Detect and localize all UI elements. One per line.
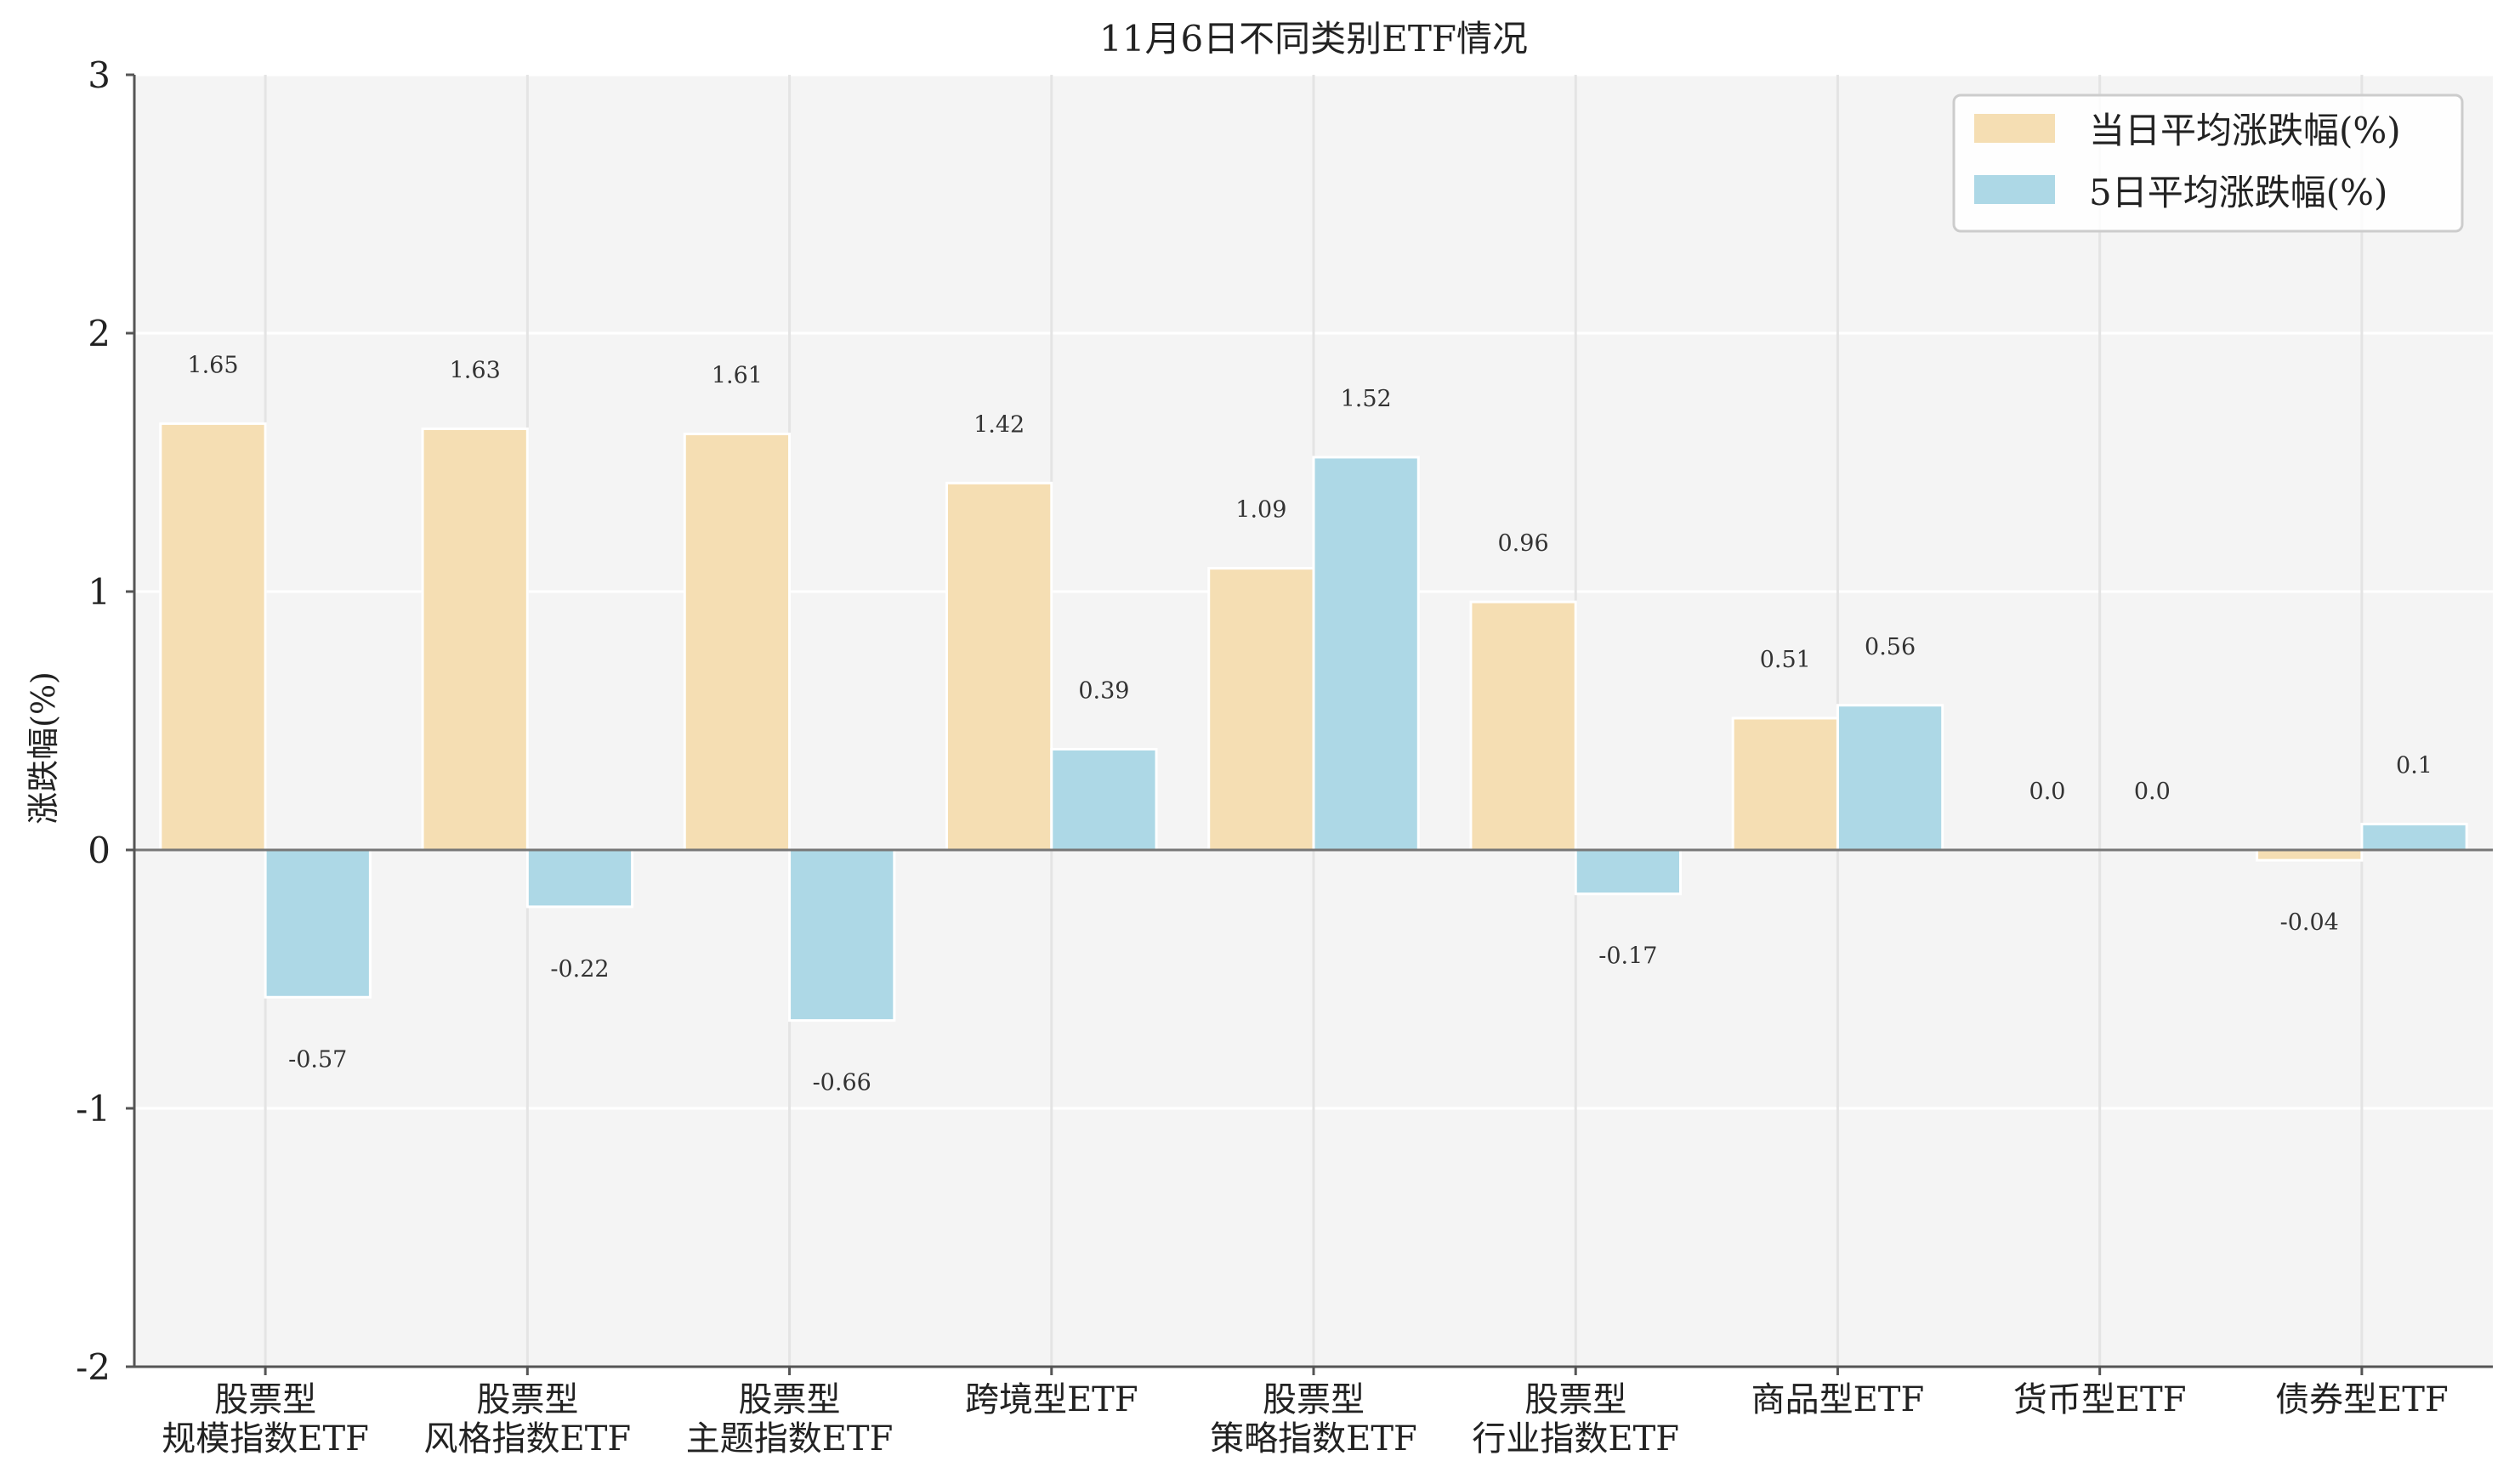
y-axis-label: 涨跌幅(%) (25, 671, 62, 824)
bar-5day-1 (525, 848, 634, 909)
bar-5day-4 (1312, 456, 1420, 852)
bar-5day-6 (1836, 704, 1944, 852)
x-tick-label: 主题指数ETF (686, 1419, 894, 1459)
legend-swatch-daily (1974, 114, 2055, 143)
data-label-5day-6: 0.56 (1865, 634, 1916, 660)
y-tick-label: 3 (88, 54, 111, 96)
x-tick-label: 规模指数ETF (162, 1419, 369, 1459)
bar-daily-1 (421, 427, 529, 852)
x-tick-label: 风格指数ETF (424, 1419, 632, 1459)
bar-5day-8 (2360, 823, 2468, 852)
data-label-5day-7: 0.0 (2134, 779, 2171, 805)
y-tick-label: 2 (88, 313, 111, 354)
bar-daily-3 (945, 481, 1053, 852)
x-tick-label: 股票型 (214, 1380, 316, 1419)
x-tick-label: 股票型 (1263, 1380, 1365, 1419)
y-tick-label: 0 (88, 830, 111, 871)
data-label-daily-5: 0.96 (1498, 530, 1549, 557)
data-label-daily-1: 1.63 (450, 357, 501, 383)
data-label-5day-2: -0.66 (813, 1070, 871, 1096)
x-tick-label: 股票型 (476, 1380, 578, 1419)
bar-daily-4 (1207, 567, 1315, 852)
data-label-5day-5: -0.17 (1598, 943, 1657, 970)
data-label-daily-4: 1.09 (1235, 497, 1286, 524)
bar-daily-6 (1731, 717, 1839, 852)
x-tick-label: 股票型 (1524, 1380, 1626, 1419)
bars (159, 422, 2468, 1022)
data-label-daily-2: 1.61 (712, 363, 763, 389)
y-tick-label: -1 (76, 1088, 111, 1130)
y-tick-label: 1 (88, 571, 111, 613)
data-label-daily-8: -0.04 (2280, 909, 2339, 936)
bar-daily-2 (683, 433, 792, 852)
bar-5day-5 (1574, 848, 1683, 896)
data-label-daily-3: 1.42 (974, 411, 1025, 438)
x-tick-label: 商品型ETF (1751, 1380, 1925, 1419)
bar-daily-8 (2256, 848, 2364, 862)
y-tick-label: -2 (76, 1346, 111, 1388)
x-tick-label: 货币型ETF (2013, 1380, 2187, 1419)
data-label-5day-3: 0.39 (1078, 677, 1129, 704)
x-tick-label: 行业指数ETF (1472, 1419, 1679, 1459)
data-label-daily-6: 0.51 (1760, 647, 1811, 673)
data-label-5day-1: -0.22 (550, 956, 609, 983)
bar-daily-5 (1469, 600, 1577, 852)
data-label-5day-4: 1.52 (1341, 386, 1392, 412)
data-labels: 1.65 1.63 1.61 1.42 1.09 0.96 0.51 0.0 -0.04 -0.5… (187, 352, 2432, 1096)
x-tick-label: 股票型 (739, 1380, 841, 1419)
data-label-daily-0: 1.65 (187, 352, 238, 378)
legend: 当日平均涨跌幅(%) 5日平均涨跌幅(%) (1952, 93, 2464, 233)
legend-swatch-5day (1974, 175, 2055, 204)
data-label-5day-8: 0.1 (2396, 753, 2432, 779)
legend-label-daily: 当日平均涨跌幅(%) (2089, 110, 2401, 151)
data-label-5day-0: -0.57 (288, 1046, 347, 1073)
chart-title: 11月6日不同类别ETF情况 (1099, 18, 1528, 59)
y-ticks: 3 2 1 0 -1 -2 (76, 54, 134, 1388)
bar-5day-3 (1050, 747, 1158, 852)
bar-daily-0 (159, 422, 267, 852)
data-label-daily-7: 0.0 (2029, 779, 2066, 805)
legend-frame (1952, 93, 2464, 233)
bar-5day-2 (788, 848, 896, 1022)
bar-5day-0 (264, 848, 372, 999)
x-tick-label: 债券型ETF (2275, 1380, 2449, 1419)
legend-label-5day: 5日平均涨跌幅(%) (2089, 172, 2387, 213)
x-tick-label: 策略指数ETF (1210, 1419, 1417, 1459)
x-tick-label: 跨境型ETF (965, 1380, 1138, 1419)
